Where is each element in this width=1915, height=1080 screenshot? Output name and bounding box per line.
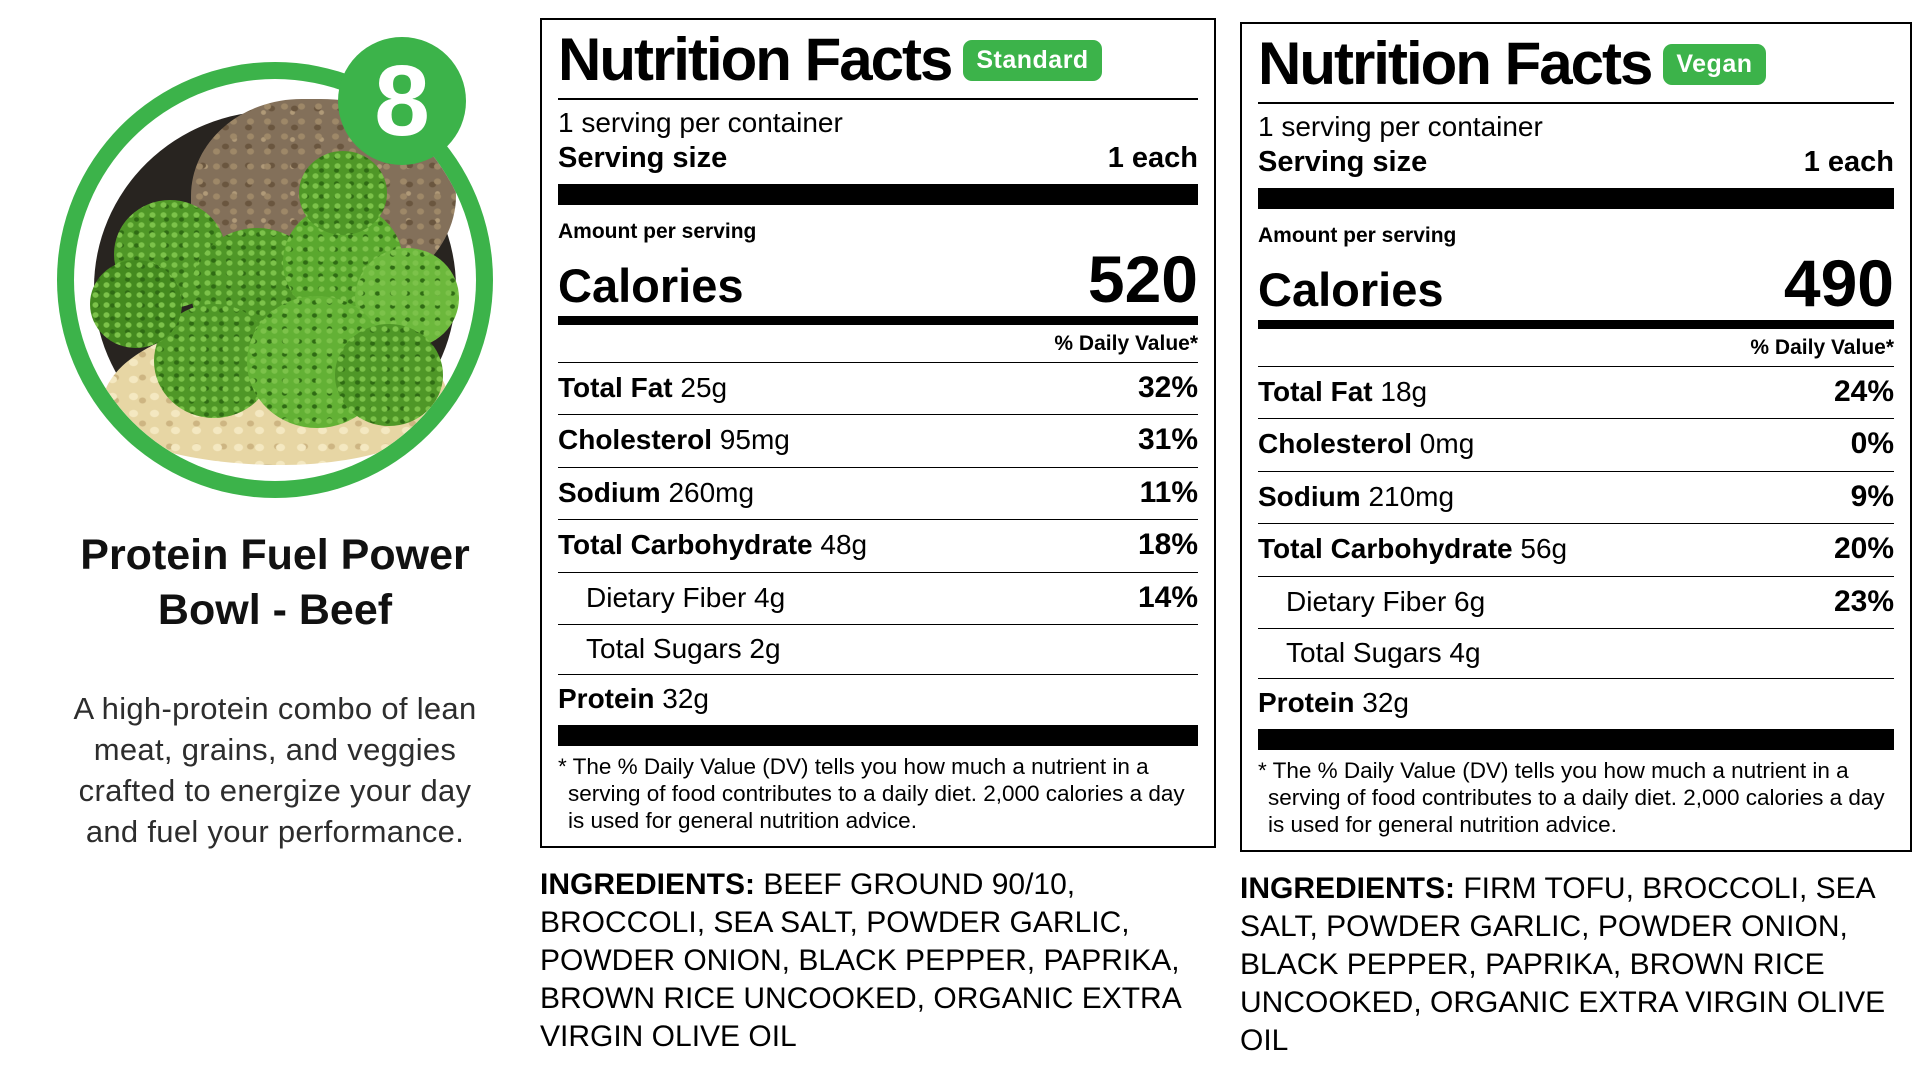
divider <box>1258 101 1894 104</box>
nutrient-name-amount: Dietary Fiber 6g <box>1286 585 1486 617</box>
nutrient-name-amount: Total Sugars 2g <box>586 633 781 665</box>
calories-label: Calories <box>1258 262 1444 316</box>
divider <box>558 97 1198 100</box>
daily-value-percent: 0% <box>1850 427 1894 461</box>
calories-row: Calories 520 <box>558 246 1198 312</box>
nutrient-name-amount: Total Carbohydrate 48g <box>558 529 868 561</box>
nutrient-row: Sodium 210mg 9% <box>1258 470 1894 524</box>
servings-per-container: 1 serving per container <box>558 106 843 138</box>
nutrition-facts-title: Nutrition Facts <box>558 26 953 93</box>
daily-value-percent: 32% <box>1137 370 1198 404</box>
nutrient-name-amount: Protein 32g <box>558 683 709 715</box>
nutrient-name-amount: Total Sugars 4g <box>1286 637 1481 669</box>
nutrient-row: Total Fat 18g 24% <box>1258 365 1894 419</box>
calories-label: Calories <box>558 258 744 312</box>
nutrient-row: Total Carbohydrate 48g 18% <box>558 519 1198 572</box>
daily-value-percent: 23% <box>1833 584 1894 618</box>
serving-size-row: Serving size 1 each <box>558 139 1198 184</box>
medium-divider <box>558 315 1198 325</box>
daily-value-header: % Daily Value* <box>1750 335 1894 359</box>
nutrient-rows: Total Fat 25g 32% Cholesterol 95mg 31% Sodiu… <box>558 361 1198 725</box>
ingredients-label: INGREDIENTS: <box>540 867 756 901</box>
nutrient-name-amount: Dietary Fiber 4g <box>586 581 786 613</box>
nutrient-row: Dietary Fiber 6g 23% <box>1258 575 1894 629</box>
footnote: * The % Daily Value (DV) tells you how m… <box>1258 757 1885 837</box>
daily-value-percent: 31% <box>1137 423 1198 457</box>
nutrient-row: Total Sugars 4g <box>1258 628 1894 678</box>
meal-photo-image <box>74 79 476 481</box>
calories-value: 490 <box>1783 245 1894 320</box>
vegan-label-column: Nutrition Facts Vegan 1 serving per cont… <box>1240 22 1912 1060</box>
broccoli-graphic <box>90 259 183 348</box>
nutrition-facts-header: Nutrition Facts Vegan <box>1258 30 1894 97</box>
nutrition-facts-panel: Nutrition Facts Standard 1 serving per c… <box>540 18 1216 848</box>
nutrient-name-amount: Total Fat 25g <box>558 371 728 403</box>
broccoli-graphic <box>335 324 444 427</box>
nutrient-row: Protein 32g <box>558 674 1198 724</box>
servings-per-container: 1 serving per container <box>1258 110 1543 142</box>
standard-label-column: Nutrition Facts Standard 1 serving per c… <box>540 18 1216 1056</box>
nutrient-name-amount: Sodium 260mg <box>558 476 755 508</box>
meal-photo: 8 <box>57 37 493 498</box>
calories-value: 520 <box>1087 241 1198 316</box>
thick-divider <box>1258 728 1894 750</box>
nutrient-name-amount: Protein 32g <box>1258 687 1409 719</box>
variant-badge: Vegan <box>1663 43 1766 85</box>
serving-size-label: Serving size <box>1258 145 1428 178</box>
nutrient-name-amount: Cholesterol 95mg <box>558 424 790 456</box>
daily-value-percent: 24% <box>1833 374 1894 408</box>
serving-size-row: Serving size 1 each <box>1258 143 1894 188</box>
daily-value-header: % Daily Value* <box>1054 331 1198 355</box>
meal-description: A high-protein combo of lean meat, grain… <box>73 691 477 849</box>
amount-per-serving-label: Amount per serving <box>1258 223 1457 247</box>
daily-value-percent: 9% <box>1850 479 1894 513</box>
nutrient-row: Dietary Fiber 4g 14% <box>558 571 1198 625</box>
nutrient-name-amount: Sodium 210mg <box>1258 480 1455 512</box>
daily-value-percent: 14% <box>1137 580 1198 614</box>
meal-title: Protein Fuel Power Bowl - Beef <box>80 531 470 634</box>
daily-value-percent: 20% <box>1833 532 1894 566</box>
nutrient-row: Total Carbohydrate 56g 20% <box>1258 523 1894 576</box>
thick-divider <box>558 724 1198 746</box>
thick-divider <box>558 183 1198 205</box>
nutrient-row: Total Fat 25g 32% <box>558 361 1198 415</box>
calories-row: Calories 490 <box>1258 250 1894 316</box>
daily-value-percent: 18% <box>1137 528 1198 562</box>
ingredients-text: FIRM TOFU, BROCCOLI, SEA SALT, POWDER GA… <box>1240 871 1886 1057</box>
serving-size-value: 1 each <box>1803 145 1894 178</box>
nutrient-row: Protein 32g <box>1258 678 1894 728</box>
broccoli-graphic <box>299 151 388 236</box>
nutrient-row: Sodium 260mg 11% <box>558 466 1198 520</box>
variant-badge: Standard <box>963 39 1102 81</box>
nutrition-facts-title: Nutrition Facts <box>1258 30 1653 97</box>
thick-divider <box>1258 187 1894 209</box>
meal-number: 8 <box>374 45 430 157</box>
meal-number-badge: 8 <box>338 37 466 165</box>
ingredients: INGREDIENTS: FIRM TOFU, BROCCOLI, SEA SA… <box>1240 870 1912 1060</box>
daily-value-percent: 11% <box>1139 475 1198 509</box>
medium-divider <box>1258 319 1894 329</box>
ingredients: INGREDIENTS: BEEF GROUND 90/10, BROCCOLI… <box>540 866 1216 1056</box>
serving-size-label: Serving size <box>558 141 728 174</box>
nutrient-name-amount: Total Fat 18g <box>1258 375 1428 407</box>
nutrient-rows: Total Fat 18g 24% Cholesterol 0mg 0% Sodium … <box>1258 365 1894 729</box>
nutrition-facts-header: Nutrition Facts Standard <box>558 26 1198 93</box>
nutrition-facts-panel: Nutrition Facts Vegan 1 serving per cont… <box>1240 22 1912 852</box>
nutrient-row: Cholesterol 0mg 0% <box>1258 418 1894 471</box>
nutrient-name-amount: Cholesterol 0mg <box>1258 428 1475 460</box>
nutrient-name-amount: Total Carbohydrate 56g <box>1258 533 1568 565</box>
serving-size-value: 1 each <box>1107 141 1198 174</box>
amount-per-serving-label: Amount per serving <box>558 219 757 243</box>
footnote: * The % Daily Value (DV) tells you how m… <box>558 753 1185 833</box>
nutrient-row: Total Sugars 2g <box>558 624 1198 674</box>
meal-card: 8 Protein Fuel Power Bowl - Beef A high-… <box>40 0 510 852</box>
nutrient-row: Cholesterol 95mg 31% <box>558 414 1198 467</box>
ingredients-label: INGREDIENTS: <box>1240 871 1456 905</box>
ingredients-text: BEEF GROUND 90/10, BROCCOLI, SEA SALT, P… <box>540 867 1181 1053</box>
